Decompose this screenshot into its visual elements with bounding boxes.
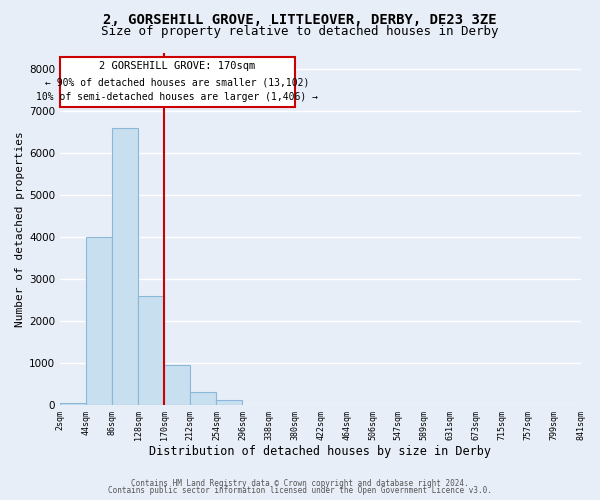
Bar xyxy=(190,392,217,406)
Text: 10% of semi-detached houses are larger (1,406) →: 10% of semi-detached houses are larger (… xyxy=(37,92,319,102)
Bar xyxy=(112,128,138,406)
Bar xyxy=(138,296,164,406)
Text: Contains HM Land Registry data © Crown copyright and database right 2024.: Contains HM Land Registry data © Crown c… xyxy=(131,478,469,488)
Bar xyxy=(217,400,242,406)
Bar xyxy=(164,364,190,406)
Y-axis label: Number of detached properties: Number of detached properties xyxy=(15,131,25,327)
Text: 2, GORSEHILL GROVE, LITTLEOVER, DERBY, DE23 3ZE: 2, GORSEHILL GROVE, LITTLEOVER, DERBY, D… xyxy=(103,12,497,26)
Text: ← 90% of detached houses are smaller (13,102): ← 90% of detached houses are smaller (13… xyxy=(45,78,310,88)
Text: Contains public sector information licensed under the Open Government Licence v3: Contains public sector information licen… xyxy=(108,486,492,495)
Text: 2 GORSEHILL GROVE: 170sqm: 2 GORSEHILL GROVE: 170sqm xyxy=(99,61,256,71)
FancyBboxPatch shape xyxy=(60,56,295,107)
Bar xyxy=(60,403,86,406)
Text: Size of property relative to detached houses in Derby: Size of property relative to detached ho… xyxy=(101,25,499,38)
Bar xyxy=(86,238,112,406)
X-axis label: Distribution of detached houses by size in Derby: Distribution of detached houses by size … xyxy=(149,444,491,458)
